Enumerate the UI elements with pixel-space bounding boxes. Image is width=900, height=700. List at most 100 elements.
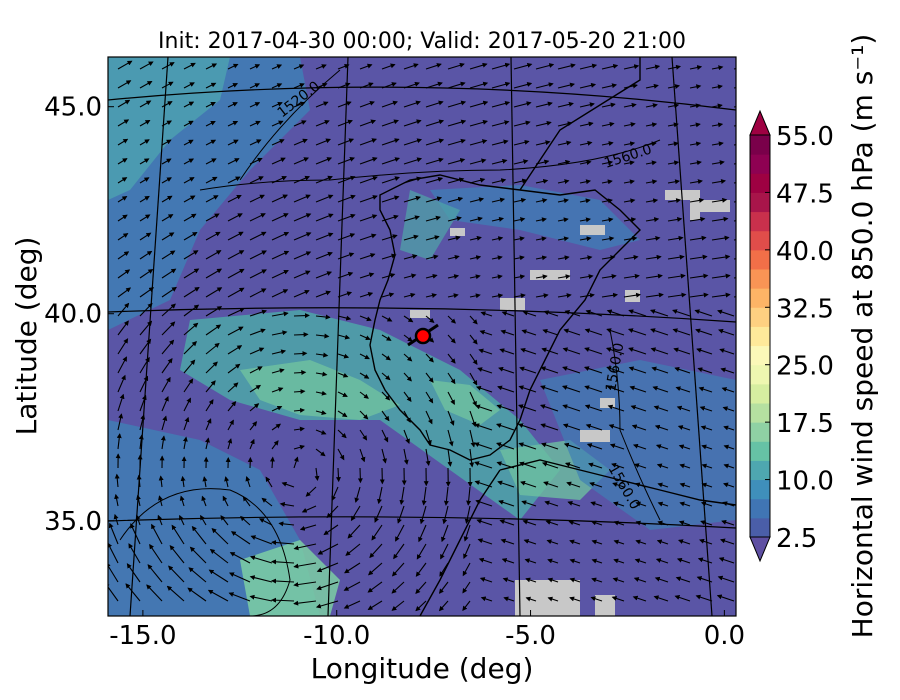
- wind-vector: [491, 178, 507, 184]
- wind-vector: [591, 577, 603, 583]
- wind-vector: [496, 423, 515, 431]
- wind-vector: [557, 236, 570, 242]
- wind-vector: [698, 386, 713, 393]
- wind-vector: [403, 448, 409, 465]
- wind-vector: [584, 328, 603, 336]
- wind-vector: [491, 293, 504, 299]
- wind-vector: [337, 64, 350, 70]
- wind-vector: [689, 235, 707, 241]
- wind-vector: [425, 119, 445, 127]
- wind-vector: [447, 448, 453, 467]
- wind-vector: [293, 83, 305, 89]
- wind-vector: [265, 476, 273, 488]
- wind-vector: [271, 405, 283, 412]
- wind-vector: [403, 273, 417, 279]
- wind-vector: [249, 594, 273, 602]
- wind-vector: [139, 268, 154, 279]
- wind-vector: [139, 177, 150, 184]
- wind-vector: [679, 501, 691, 507]
- wind-vector: [179, 495, 185, 507]
- wind-vector: [293, 64, 305, 70]
- wind-vector: [227, 102, 238, 108]
- wind-vector: [501, 558, 515, 564]
- wind-vector: [381, 63, 396, 70]
- wind-vector: [611, 462, 625, 469]
- wind-vector: [634, 558, 647, 564]
- wind-vector: [117, 302, 130, 317]
- wind-vector: [183, 322, 199, 336]
- wind-vector: [249, 384, 262, 393]
- wind-vector: [711, 141, 724, 147]
- wind-vector: [391, 581, 405, 594]
- wind-vector: [271, 597, 295, 603]
- wind-vector: [293, 213, 312, 222]
- wind-vector: [476, 518, 493, 526]
- wind-vector: [535, 236, 547, 242]
- wind-vector: [161, 303, 176, 317]
- wind-vector: [479, 577, 493, 583]
- wind-vector: [447, 62, 465, 70]
- wind-vector: [138, 434, 144, 450]
- wind-vector: [205, 268, 223, 279]
- wind-vector: [271, 83, 283, 89]
- wind-vector: [415, 581, 427, 595]
- wind-vector: [606, 309, 625, 317]
- missing-data-patch: [530, 270, 570, 280]
- wind-vector: [557, 274, 571, 280]
- wind-vector: [463, 543, 471, 560]
- wind-vector: [645, 235, 661, 241]
- wind-vector: [535, 274, 548, 280]
- wind-vector: [271, 289, 289, 298]
- wind-vector: [579, 160, 592, 166]
- wind-vector: [503, 596, 515, 602]
- wind-vector: [605, 347, 625, 355]
- wind-vector: [397, 505, 405, 524]
- wind-vector: [711, 179, 727, 184]
- wind-vector: [117, 413, 124, 431]
- wind-vector: [271, 559, 295, 565]
- colorbar-tick-label: 40.0: [776, 237, 834, 267]
- wind-vector: [117, 99, 131, 108]
- wind-vector: [711, 84, 723, 90]
- wind-vector: [589, 481, 603, 488]
- contour-1560-east: [609, 329, 661, 521]
- wind-vector: [249, 575, 273, 583]
- wind-vector: [700, 425, 713, 431]
- wind-vector: [261, 497, 273, 507]
- wind-vector: [249, 139, 262, 146]
- wind-vector: [590, 501, 603, 507]
- wind-vector: [469, 119, 488, 127]
- wind-vector: [722, 501, 735, 507]
- wind-vector: [271, 213, 289, 222]
- wind-vector: [205, 139, 217, 146]
- wind-vector: [721, 519, 735, 526]
- wind-vector: [139, 139, 150, 146]
- wind-vector: [654, 424, 669, 431]
- wind-vector: [557, 159, 571, 165]
- wind-vector: [108, 582, 119, 602]
- wind-vector: [491, 100, 511, 108]
- location-marker: [407, 323, 439, 347]
- wind-vector: [249, 250, 267, 260]
- wind-vector: [541, 461, 559, 469]
- wind-vector: [381, 448, 387, 464]
- wind-vector: [337, 334, 351, 340]
- wind-vector: [697, 367, 713, 374]
- wind-vector: [469, 235, 482, 241]
- wind-vector: [519, 461, 537, 469]
- wind-vector: [469, 216, 483, 222]
- wind-vector: [249, 347, 265, 355]
- wind-vector: [632, 443, 647, 450]
- wind-vector: [645, 217, 660, 223]
- wind-vector: [337, 233, 356, 241]
- contour-1520: [239, 69, 341, 181]
- wind-vector: [733, 258, 736, 260]
- wind-vector: [381, 176, 400, 184]
- wind-vector: [271, 578, 295, 584]
- wind-vector: [635, 539, 647, 545]
- wind-vector: [227, 438, 233, 450]
- wind-vector: [271, 194, 288, 203]
- wind-vector: [161, 250, 176, 260]
- wind-vector: [425, 353, 434, 363]
